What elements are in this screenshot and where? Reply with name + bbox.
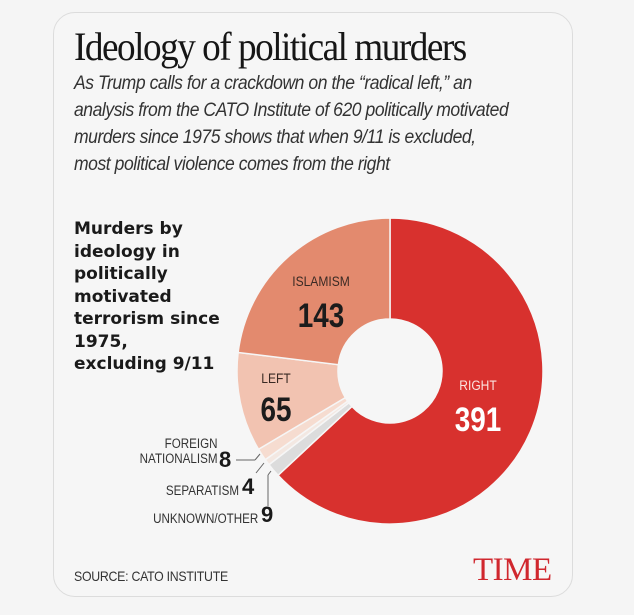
right-value: 391 <box>455 400 502 438</box>
islamism-label: ISLAMISM <box>292 273 350 289</box>
foreign-nationalism-label: FOREIGN NATIONALISM <box>140 436 218 466</box>
slice-right <box>276 217 544 525</box>
chart-description: Murders by ideology in politically motiv… <box>74 219 220 374</box>
slice-islamism <box>237 217 391 366</box>
left-value: 65 <box>260 390 291 428</box>
leader-line-foreign-tip <box>254 453 261 461</box>
leader-line-unknown-tip <box>267 470 272 476</box>
left-label: LEFT <box>261 370 290 386</box>
islamism-value: 143 <box>298 296 345 334</box>
source-note: SOURCE: CATO INSTITUTE <box>74 568 228 584</box>
foreign-nationalism-value: 8 <box>219 447 232 472</box>
unknown-other-value: 9 <box>261 502 274 527</box>
page-title: Ideology of political murders <box>74 24 467 69</box>
subtitle: As Trump calls for a crackdown on the “r… <box>74 72 509 175</box>
separatism-value: 4 <box>242 474 255 499</box>
separatism-label: SEPARATISM <box>165 483 239 498</box>
right-label: RIGHT <box>459 377 496 393</box>
foreign-name-line1: FOREIGN <box>165 436 218 451</box>
foreign-name-line2: NATIONALISM <box>140 451 218 466</box>
time-logo: TIME <box>473 552 552 588</box>
leader-line-separatism <box>255 462 265 474</box>
unknown-other-label: UNKNOWN/OTHER <box>152 511 258 526</box>
